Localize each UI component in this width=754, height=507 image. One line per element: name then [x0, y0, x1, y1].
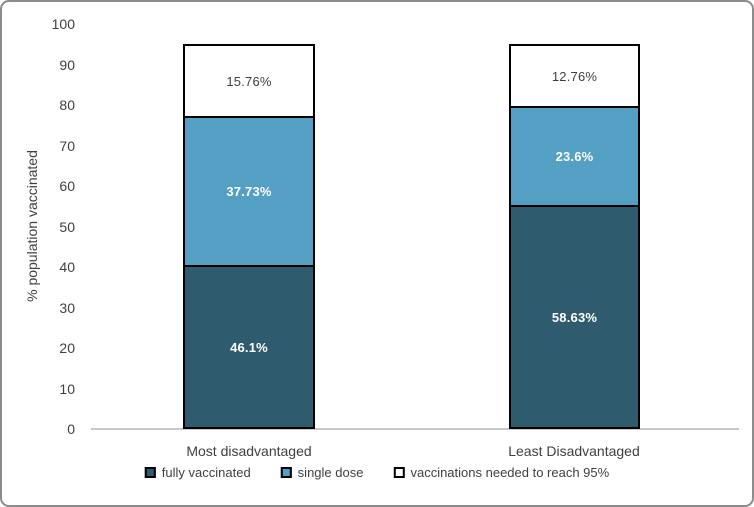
stacked-bar: 15.76% 37.73% 46.1% [183, 44, 315, 429]
data-label: 37.73% [226, 184, 272, 200]
legend-marker-icon [280, 467, 292, 478]
y-tick-label: 100 [51, 16, 75, 32]
y-tick-label: 20 [59, 340, 75, 356]
data-label: 58.63% [551, 309, 598, 325]
y-tick-label: 30 [59, 299, 75, 316]
stacked-bar: 12.76% 23.6% 58.63% [509, 44, 640, 429]
legend-label: fully vaccinated [161, 465, 251, 480]
legend-label: single dose [297, 465, 364, 480]
y-tick-label: 90 [59, 56, 75, 73]
category-label: Least Disadvantaged [508, 443, 640, 459]
legend-item: single dose [280, 465, 364, 480]
data-label: 12.76% [551, 68, 598, 84]
bar-segment-vaccinations-needed-to-reach-95-: 15.76% [185, 46, 313, 117]
y-tick-label: 60 [59, 178, 75, 194]
legend-item: vaccinations needed to reach 95% [393, 465, 609, 480]
category-label: Most disadvantaged [186, 443, 312, 459]
x-axis-line [91, 428, 739, 430]
bar-segment-vaccinations-needed-to-reach-95-: 12.76% [511, 46, 638, 106]
legend-marker-icon [393, 467, 405, 478]
y-tick-label: 70 [59, 137, 75, 154]
data-label: 46.1% [230, 339, 268, 355]
bar-segment-fully-vaccinated: 58.63% [511, 205, 638, 427]
legend: fully vaccinated single dose vaccinations … [144, 465, 609, 480]
legend-marker-icon [144, 467, 156, 478]
y-tick-label: 10 [59, 380, 75, 397]
bar-segment-fully-vaccinated: 46.1% [185, 265, 313, 427]
bar-segment-single-dose: 37.73% [185, 116, 313, 266]
legend-item: fully vaccinated [144, 465, 251, 480]
bar-segment-single-dose: 23.6% [511, 105, 638, 206]
data-label: 23.6% [555, 149, 594, 165]
y-tick-label: 50 [59, 218, 75, 235]
y-tick-label: 40 [59, 259, 75, 275]
data-label: 15.76% [226, 73, 272, 89]
legend-label: vaccinations needed to reach 95% [410, 465, 610, 480]
y-tick-label: 80 [59, 97, 75, 113]
y-tick-label: 0 [67, 421, 75, 437]
